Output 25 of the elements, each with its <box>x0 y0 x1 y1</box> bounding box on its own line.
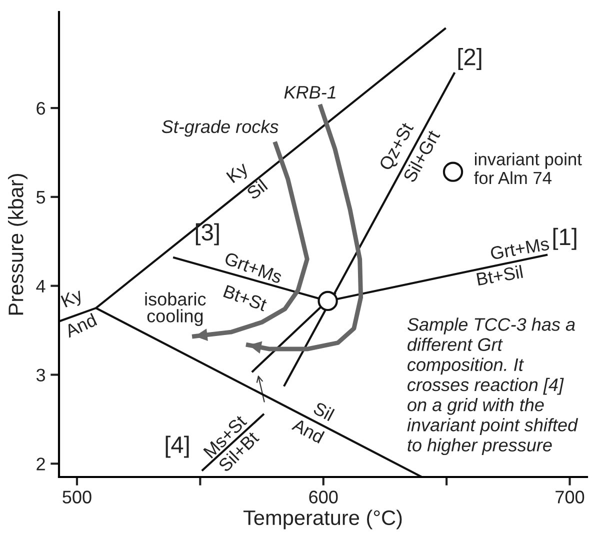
legend-label: invariant point for Alm 74 <box>474 152 582 184</box>
annotation: isobaric cooling <box>145 292 206 326</box>
annotation: [3] <box>196 223 219 246</box>
annotation: Ky <box>60 288 86 311</box>
annotation: Grt+Ms <box>490 237 550 260</box>
y-tick-label: 3 <box>36 368 46 382</box>
x-tick-label: 500 <box>62 490 92 504</box>
y-tick-label: 4 <box>36 280 46 292</box>
y-axis-title: Pressure (kbar) <box>8 174 28 315</box>
y-tick-label: 5 <box>36 191 46 204</box>
y-tick-label: 2 <box>36 458 45 470</box>
annotation: Bt+St <box>223 284 268 312</box>
x-tick-label: 700 <box>556 490 584 504</box>
annotation: [1] <box>553 228 576 250</box>
annotation: KRB-1 <box>284 86 336 99</box>
annotation: [2] <box>458 48 482 70</box>
annotation: [4] <box>166 436 189 458</box>
x-axis-title: Temperature (°C) <box>243 510 402 530</box>
annotation: Bt+Sil <box>476 264 524 286</box>
x-tick-label: 600 <box>309 490 338 504</box>
annotation: Sample TCC-3 has a different Grt composition. It crosses reaction [4] on a grid with the invariant point shifted to higher pressure <box>407 318 578 456</box>
annotation: And <box>64 312 98 338</box>
y-tick-label: 6 <box>36 102 46 115</box>
annotation: Grt+Ms <box>224 252 283 284</box>
annotation: St-grade rocks <box>162 120 278 137</box>
